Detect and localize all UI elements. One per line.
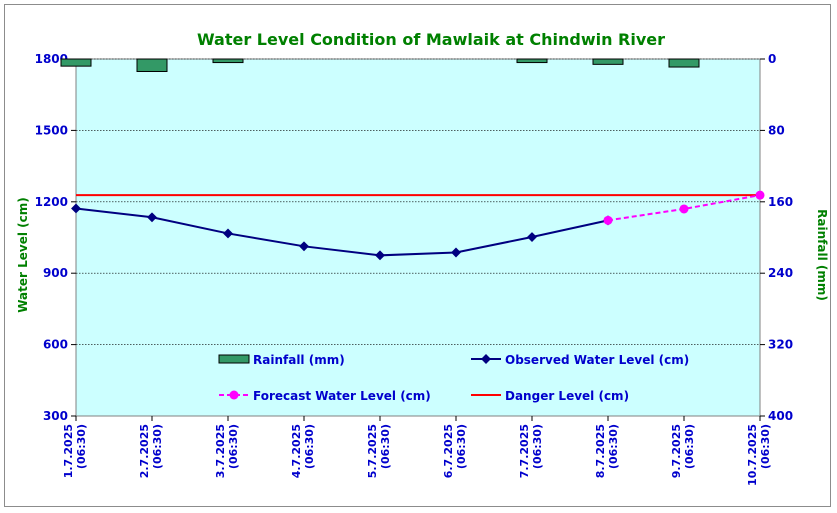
right-tick-label: 400 [768, 409, 793, 423]
x-tick-label: 5.7.2025(06:30) [366, 424, 392, 478]
observed-point [451, 247, 461, 258]
x-tick-label-date: 2.7.2025 [138, 424, 151, 478]
right-tick-label: 160 [768, 195, 793, 209]
rainfall-bar [212, 58, 244, 64]
gridlines [76, 58, 760, 345]
x-tick-label-time: (06:30) [303, 424, 316, 469]
right-tick-label: 80 [768, 123, 785, 137]
forecast-point [603, 215, 613, 225]
x-tick-label: 7.7.2025(06:30) [518, 424, 544, 478]
left-tick-label: 1800 [35, 52, 68, 66]
x-tick-label: 8.7.2025(06:30) [594, 424, 620, 478]
x-tick-label: 10.7.2025(06:30) [746, 424, 772, 486]
left-tick-label: 1200 [35, 195, 68, 209]
x-tick-label-date: 3.7.2025 [214, 424, 227, 478]
x-tick-label-date: 6.7.2025 [442, 424, 455, 478]
chart-frame: Water Level Condition of Mawlaik at Chin… [4, 4, 831, 507]
x-tick-label-time: (06:30) [759, 424, 772, 469]
observed-point [299, 241, 309, 252]
rainfall-bars [60, 58, 700, 72]
x-tick-label: 1.7.2025(06:30) [62, 424, 88, 478]
left-tick-label: 1500 [35, 123, 68, 137]
observed-point [71, 203, 81, 214]
left-tick-label: 900 [43, 266, 68, 280]
x-tick-label-time: (06:30) [455, 424, 468, 469]
observed-point [147, 212, 157, 223]
left-tick-label: 300 [43, 409, 68, 423]
observed-water-level-line [75, 207, 609, 257]
x-tick-label-date: 9.7.2025 [670, 424, 683, 478]
left-axis-title: Water Level (cm) [16, 197, 30, 313]
x-tick-label-date: 8.7.2025 [594, 424, 607, 478]
rainfall-bar [516, 58, 548, 64]
water-level-lines [71, 190, 765, 261]
rainfall-bar [60, 58, 92, 67]
right-tick-label: 320 [768, 338, 793, 352]
legend-forecast-marker [229, 390, 239, 400]
chart-title: Water Level Condition of Mawlaik at Chin… [197, 30, 665, 49]
right-axis-ticks: 0 80 160 240 320 400 [760, 52, 793, 423]
legend-observed-marker [481, 354, 491, 364]
x-tick-label: 6.7.2025(06:30) [442, 424, 468, 478]
legend-rainfall-label: Rainfall (mm) [253, 353, 345, 367]
x-tick-label-date: 7.7.2025 [518, 424, 531, 478]
x-tick-label-date: 10.7.2025 [746, 424, 759, 486]
legend-observed-label: Observed Water Level (cm) [505, 353, 689, 367]
left-axis-ticks: 300 600 900 1200 1500 1800 [35, 52, 76, 423]
x-tick-label-time: (06:30) [227, 424, 240, 469]
rainfall-bar [592, 58, 624, 65]
x-tick-label-date: 5.7.2025 [366, 424, 379, 478]
observed-point [223, 228, 233, 239]
x-tick-label-time: (06:30) [531, 424, 544, 469]
water-level-chart: Water Level Condition of Mawlaik at Chin… [16, 30, 829, 486]
x-tick-label-time: (06:30) [607, 424, 620, 469]
x-tick-label-time: (06:30) [75, 424, 88, 469]
right-tick-label: 0 [768, 52, 776, 66]
x-tick-label: 9.7.2025(06:30) [670, 424, 696, 478]
x-axis-ticks: 1.7.2025(06:30) 2.7.2025(06:30) 3.7.2025(0… [62, 416, 772, 486]
rainfall-bar [668, 58, 700, 68]
left-tick-label: 600 [43, 338, 68, 352]
x-tick-label-time: (06:30) [683, 424, 696, 469]
legend-forecast-label: Forecast Water Level (cm) [253, 389, 431, 403]
x-tick-label-date: 4.7.2025 [290, 424, 303, 478]
right-tick-label: 240 [768, 266, 793, 280]
x-tick-label-date: 1.7.2025 [62, 424, 75, 478]
forecast-point [755, 190, 765, 200]
x-tick-label-time: (06:30) [151, 424, 164, 469]
legend-rainfall-swatch [218, 354, 250, 364]
legend: Rainfall (mm) Observed Water Level (cm) Fo… [218, 353, 689, 403]
x-tick-label-time: (06:30) [379, 424, 392, 469]
rainfall-bar [136, 58, 168, 72]
right-axis-title: Rainfall (mm) [815, 209, 829, 301]
x-tick-label: 4.7.2025(06:30) [290, 424, 316, 478]
plot-area [75, 58, 761, 417]
x-tick-label: 2.7.2025(06:30) [138, 424, 164, 478]
forecast-point [679, 204, 689, 214]
observed-point [527, 232, 537, 242]
legend-danger-label: Danger Level (cm) [505, 389, 629, 403]
x-tick-label: 3.7.2025(06:30) [214, 424, 240, 478]
